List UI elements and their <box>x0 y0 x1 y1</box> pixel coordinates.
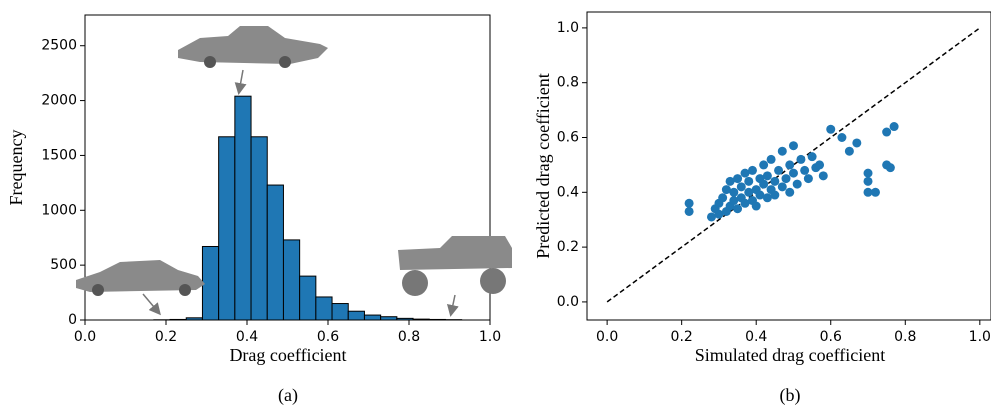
bar <box>235 96 251 320</box>
y-tick-label: 0.6 <box>557 130 579 146</box>
arrow <box>239 70 243 92</box>
y-tick-label: 500 <box>50 257 77 273</box>
x-tick-label: 0.4 <box>745 329 767 345</box>
point <box>789 141 798 150</box>
x-tick-label: 0.6 <box>317 329 339 345</box>
point <box>785 188 794 197</box>
point <box>737 182 746 191</box>
bar <box>283 240 299 320</box>
x-tick-label: 0.6 <box>820 329 842 345</box>
point <box>804 174 813 183</box>
point <box>685 199 694 208</box>
y-axis-label: Frequency <box>6 130 26 206</box>
arrow <box>451 295 455 314</box>
point <box>808 152 817 161</box>
point <box>778 147 787 156</box>
bar <box>332 304 348 320</box>
x-tick-label: 1.0 <box>479 329 501 345</box>
bar <box>316 297 332 320</box>
arrow <box>143 294 159 313</box>
point <box>759 180 768 189</box>
point <box>871 188 880 197</box>
point <box>837 133 846 142</box>
y-tick-label: 2000 <box>41 93 77 109</box>
y-tick-label: 0 <box>68 312 77 328</box>
point <box>890 122 899 131</box>
point <box>852 138 861 147</box>
point <box>789 169 798 178</box>
x-tick-label: 0.8 <box>398 329 420 345</box>
y-tick-label: 0.8 <box>557 75 579 91</box>
y-tick-label: 1500 <box>41 147 77 163</box>
bar <box>300 276 316 320</box>
point <box>800 166 809 175</box>
bar <box>348 311 364 320</box>
bar <box>267 185 283 320</box>
point <box>718 193 727 202</box>
panel-label: (b) <box>780 385 801 406</box>
point <box>685 207 694 216</box>
x-tick-label: 0.2 <box>155 329 177 345</box>
y-tick-label: 2500 <box>41 38 77 54</box>
point <box>752 202 761 211</box>
point <box>778 182 787 191</box>
figure: 0.0 0.2 0.4 0.6 0.8 1.0 0 500 1000 1500 2000 2500 Dr… <box>0 0 991 411</box>
y-tick-label: 0.4 <box>557 184 579 200</box>
x-tick-label: 1.0 <box>969 329 991 345</box>
point <box>774 166 783 175</box>
point <box>782 174 791 183</box>
point <box>733 204 742 213</box>
point <box>729 188 738 197</box>
point <box>815 160 824 169</box>
point <box>793 180 802 189</box>
point <box>845 147 854 156</box>
x-tick-label: 0.4 <box>236 329 258 345</box>
y-tick-label: 1.0 <box>557 20 579 36</box>
y-tick-label: 0.2 <box>557 239 579 255</box>
bar <box>219 137 235 320</box>
x-axis-label: Simulated drag coefficient <box>695 345 886 365</box>
x-tick-label: 0.0 <box>74 329 96 345</box>
point <box>819 171 828 180</box>
car-left <box>76 260 205 296</box>
car-right <box>398 236 512 296</box>
x-tick-label: 0.2 <box>671 329 693 345</box>
point <box>864 169 873 178</box>
bar <box>251 137 267 320</box>
x-tick-label: 0.8 <box>894 329 916 345</box>
point <box>882 128 891 137</box>
point <box>770 191 779 200</box>
point <box>770 177 779 186</box>
point <box>826 125 835 134</box>
car-top <box>178 26 328 68</box>
point <box>763 171 772 180</box>
y-axis-label: Predicted drag coefficient <box>533 73 553 259</box>
bar <box>364 315 380 320</box>
point <box>759 160 768 169</box>
point <box>796 155 805 164</box>
bar <box>202 246 218 320</box>
point <box>748 166 757 175</box>
point <box>785 160 794 169</box>
point <box>744 177 753 186</box>
point <box>864 177 873 186</box>
panel-label: (a) <box>278 385 298 406</box>
y-tick-label: 0.0 <box>557 294 579 310</box>
point <box>886 163 895 172</box>
point <box>733 174 742 183</box>
y-tick-label: 1000 <box>41 202 77 218</box>
x-tick-label: 0.0 <box>596 329 618 345</box>
x-axis-label: Drag coefficient <box>229 345 346 365</box>
point <box>767 155 776 164</box>
